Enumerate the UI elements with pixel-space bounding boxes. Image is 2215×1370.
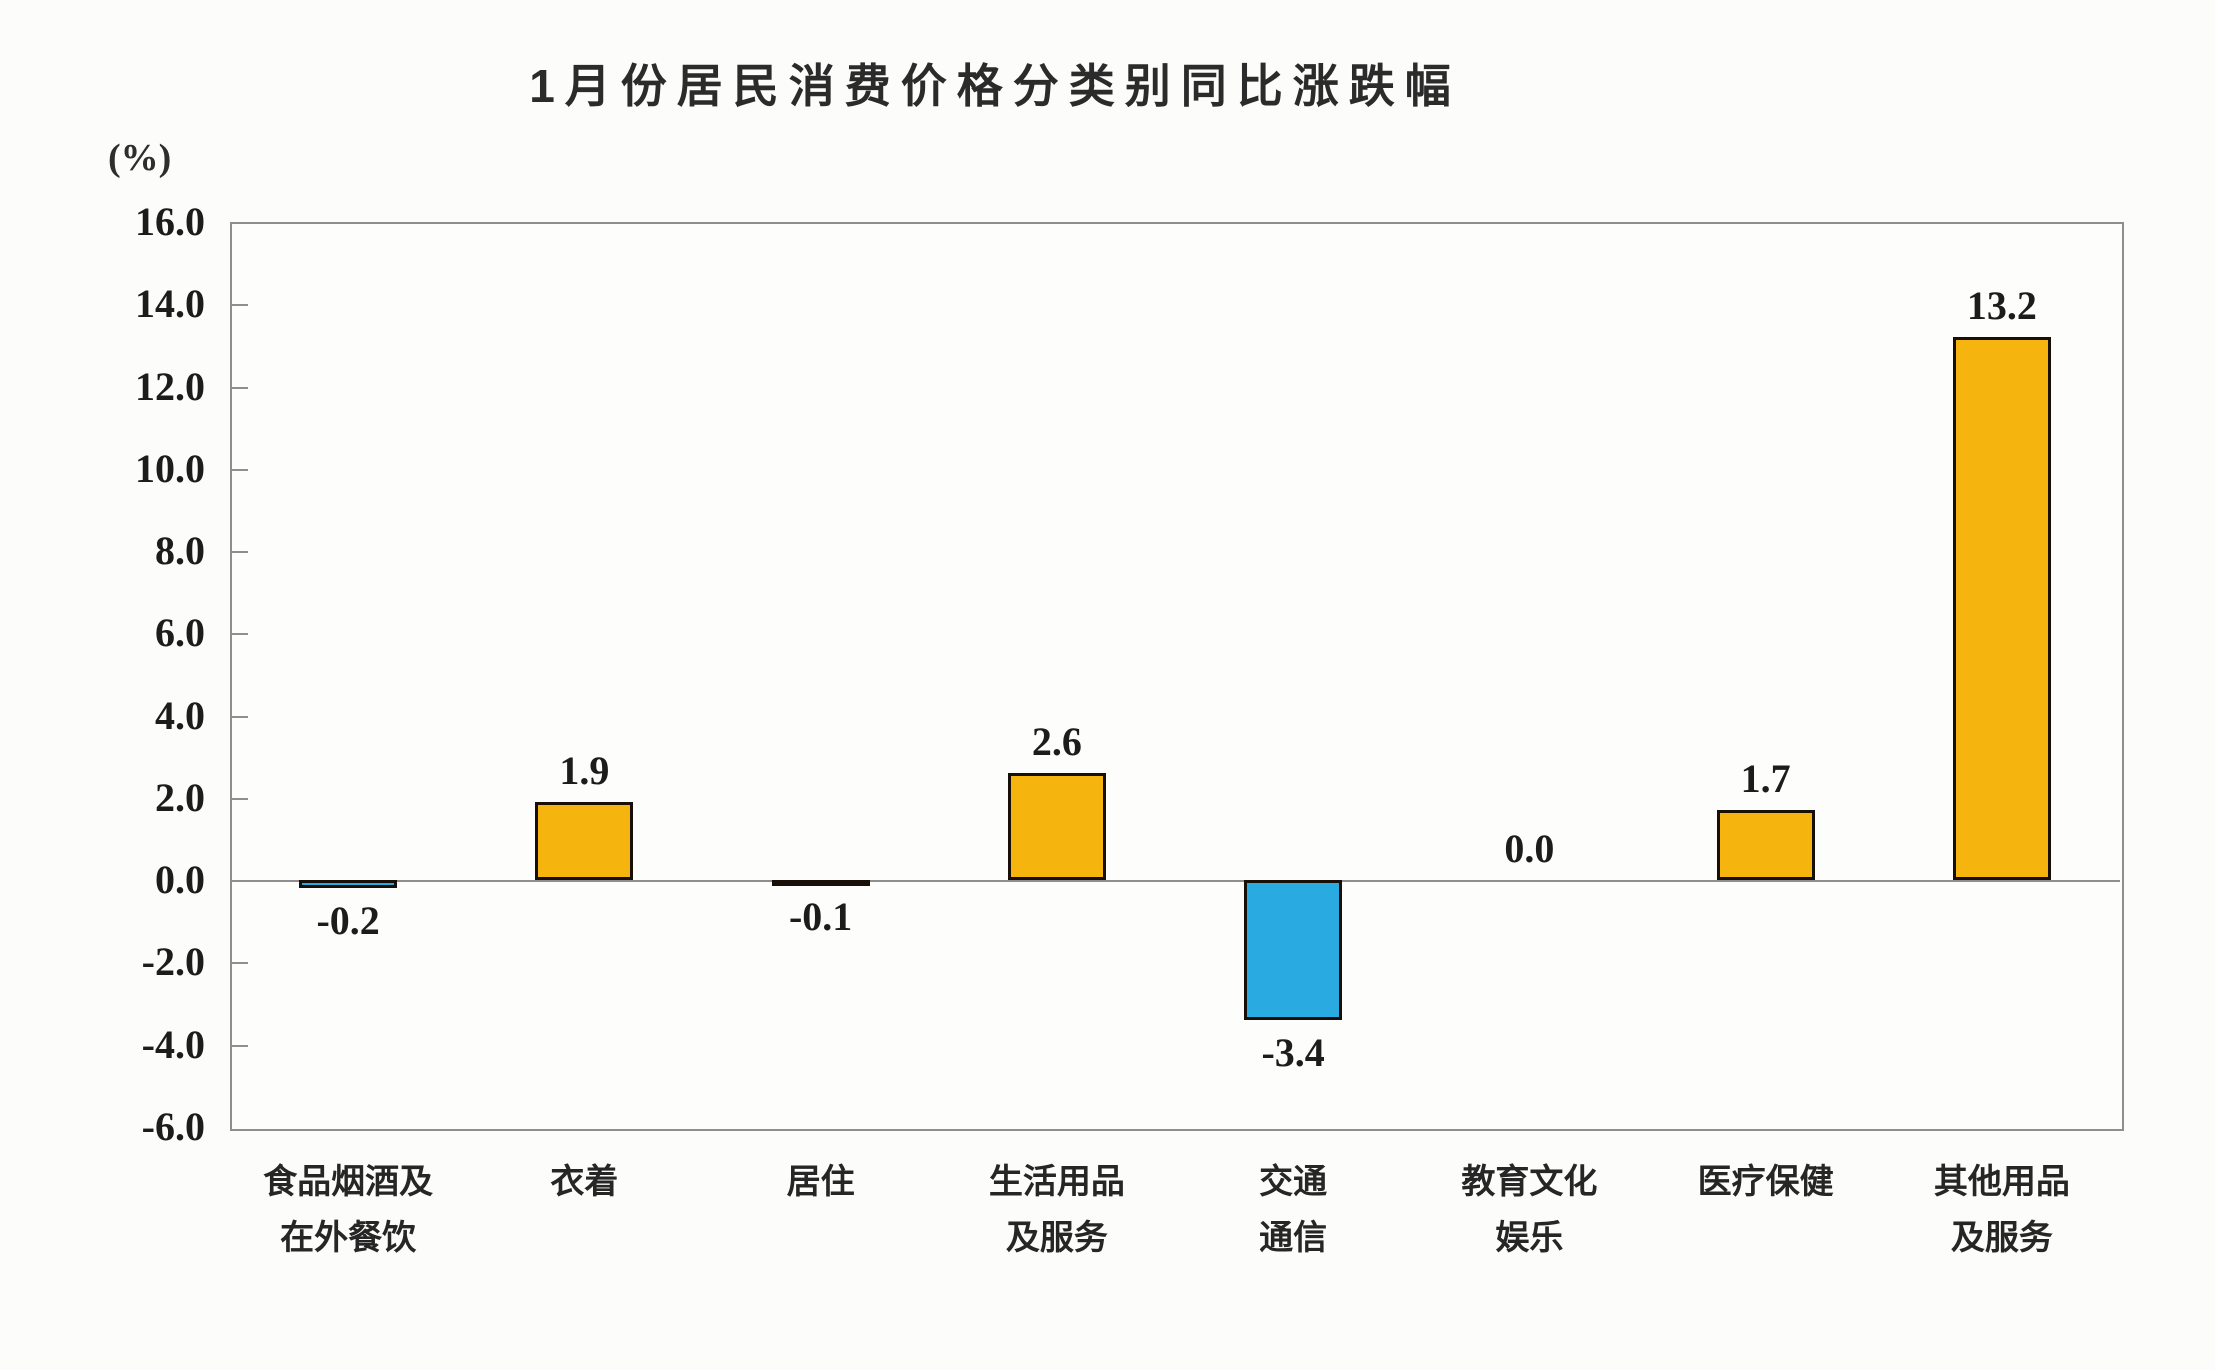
x-axis-category-label: 医疗保健 (1697, 1164, 1834, 1201)
chart-title: 1月份居民消费价格分类别同比涨跌幅 (529, 60, 1461, 112)
bar-1 (299, 880, 398, 889)
y-axis-tick-mark (230, 386, 248, 389)
bar-value-label: -3.4 (1261, 1030, 1325, 1076)
y-axis-tick-mark (230, 715, 248, 718)
plot-area (230, 222, 2124, 1131)
bar-5 (1244, 880, 1343, 1021)
y-axis-tick-label: 8.0 (155, 528, 205, 574)
y-axis-tick-label: -4.0 (141, 1021, 205, 1067)
x-axis-category-label: 其他用品 及服务 (1933, 1164, 2070, 1257)
y-axis-tick-mark (230, 551, 248, 554)
bar-value-label: 1.9 (559, 748, 610, 794)
y-axis-tick-label: 2.0 (155, 774, 205, 820)
bar-8 (1952, 337, 2051, 881)
zero-axis-line (230, 880, 2120, 883)
bar-3 (771, 880, 870, 887)
bar-value-label: -0.1 (788, 894, 853, 940)
x-axis-category-label: 交通 通信 (1259, 1164, 1328, 1257)
y-axis-tick-label: -6.0 (141, 1104, 205, 1149)
y-axis-tick-mark (230, 1044, 248, 1047)
bar-2 (535, 802, 634, 881)
bar-value-label: 0.0 (1504, 826, 1555, 872)
y-axis-tick-label: 6.0 (155, 610, 205, 656)
bar-7 (1716, 810, 1815, 881)
y-axis-unit-label: (%) (108, 137, 172, 179)
x-axis-category-label: 居住 (786, 1164, 855, 1201)
bar-value-label: -0.2 (316, 898, 380, 944)
y-axis-tick-mark (230, 797, 248, 800)
x-axis-category-label: 衣着 (550, 1164, 619, 1201)
x-axis-category-label: 生活用品 及服务 (988, 1164, 1125, 1257)
x-axis-category-label: 教育文化 娱乐 (1461, 1164, 1598, 1257)
y-axis-tick-mark (230, 633, 248, 636)
y-axis-tick-mark (230, 304, 248, 307)
bar-value-label: 1.7 (1740, 756, 1791, 802)
y-axis-tick-label: 0.0 (155, 857, 205, 903)
y-axis-tick-label: 12.0 (135, 363, 205, 409)
bar-value-label: 13.2 (1966, 283, 2037, 329)
y-axis-tick-label: 4.0 (155, 692, 205, 738)
y-axis-tick-label: 10.0 (135, 445, 205, 491)
y-axis-tick-label: 16.0 (135, 199, 205, 244)
bar-value-label: 2.6 (1031, 719, 1082, 765)
y-axis-tick-label: 14.0 (135, 281, 205, 327)
y-axis-tick-mark (230, 468, 248, 471)
y-axis-tick-mark (230, 962, 248, 965)
y-axis-tick-label: -2.0 (141, 939, 205, 985)
x-axis-category-label: 食品烟酒及 在外餐饮 (263, 1164, 434, 1257)
bar-4 (1007, 773, 1106, 881)
